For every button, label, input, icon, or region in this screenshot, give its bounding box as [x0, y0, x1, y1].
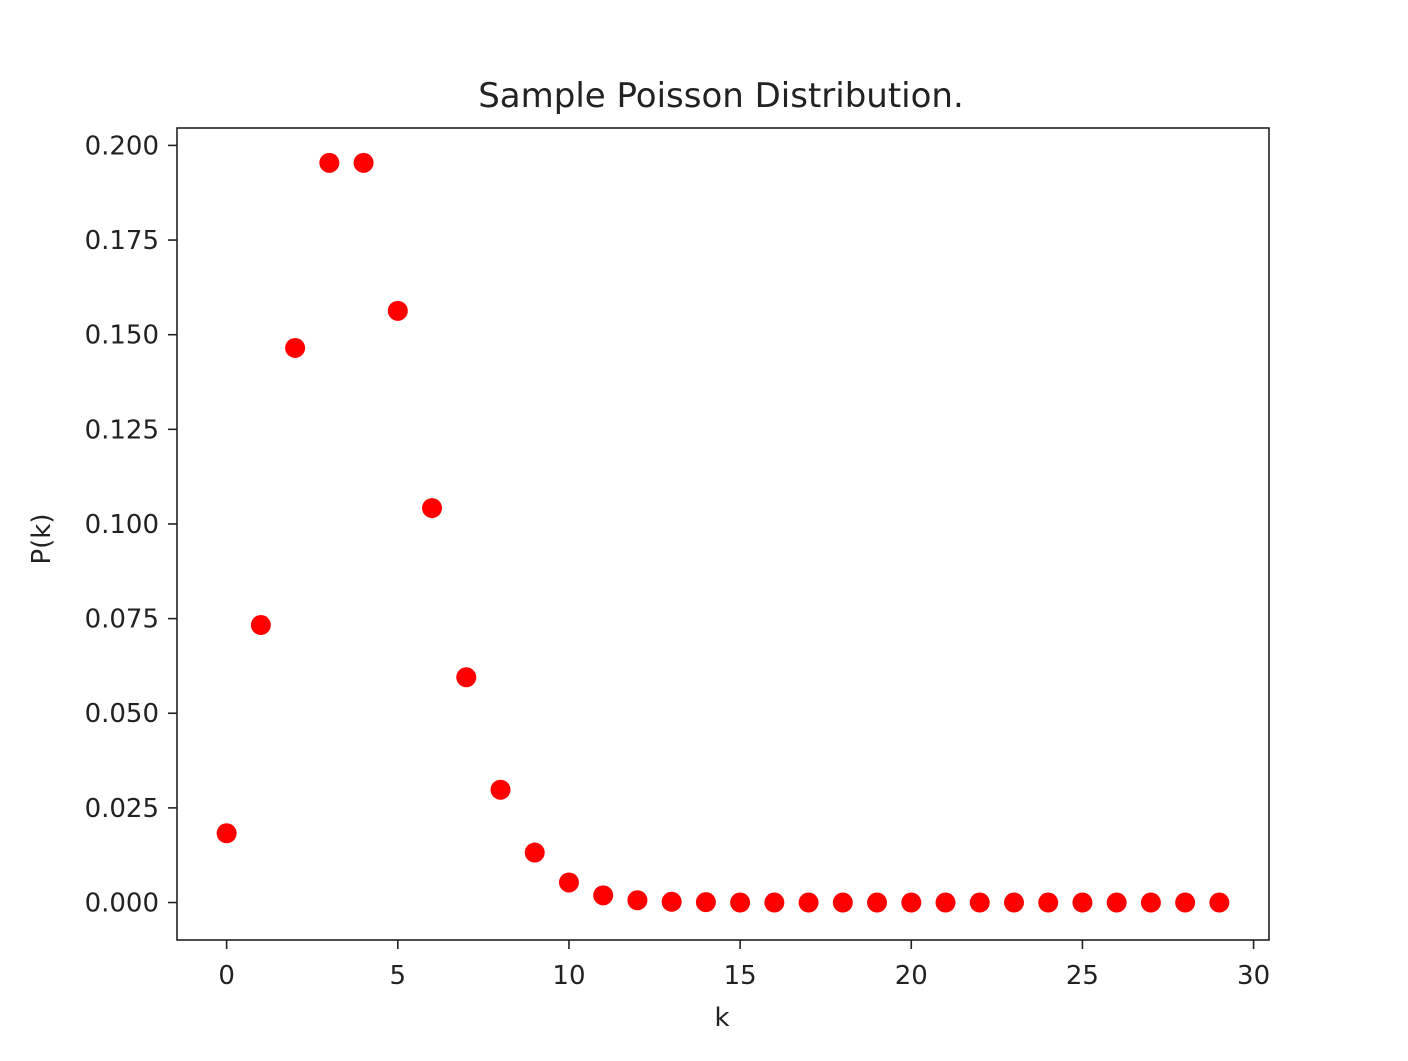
x-tick-label: 0	[218, 961, 235, 991]
data-point	[524, 842, 545, 863]
data-point	[490, 779, 511, 800]
data-point	[1072, 892, 1093, 913]
data-point	[250, 615, 271, 636]
data-point	[285, 337, 306, 358]
x-axis-title: k	[714, 1003, 729, 1033]
y-tick-label: 0.175	[85, 226, 159, 256]
data-point	[695, 892, 716, 913]
data-point	[1140, 892, 1161, 913]
x-tick-label: 30	[1237, 961, 1270, 991]
x-tick-label: 10	[552, 961, 585, 991]
y-tick-label: 0.200	[85, 131, 159, 161]
y-tick-label: 0.075	[85, 605, 159, 635]
data-point	[216, 823, 237, 844]
data-point	[798, 892, 819, 913]
data-point	[661, 891, 682, 912]
data-point	[353, 152, 374, 173]
y-tick-label: 0.100	[85, 510, 159, 540]
data-point	[319, 152, 340, 173]
y-tick-label: 0.125	[85, 415, 159, 445]
data-point	[456, 667, 477, 688]
y-tick-label: 0.000	[85, 889, 159, 919]
plot-area-frame	[176, 127, 1270, 941]
data-point	[969, 892, 990, 913]
data-point	[1003, 892, 1024, 913]
data-point	[935, 892, 956, 913]
x-tick-label: 15	[724, 961, 757, 991]
y-axis: 0.000 0.025 0.050 0.075 0.100 0.125 0.150 0.175…	[85, 131, 177, 919]
x-tick-label: 5	[390, 961, 407, 991]
x-tick-label: 20	[895, 961, 928, 991]
data-point	[867, 892, 888, 913]
data-point	[593, 885, 614, 906]
data-point	[387, 300, 408, 321]
y-tick-label: 0.025	[85, 794, 159, 824]
data-point	[558, 872, 579, 893]
data-point	[627, 890, 648, 911]
data-points	[216, 152, 1230, 913]
data-point	[901, 892, 922, 913]
chart-title: Sample Poisson Distribution.	[478, 76, 964, 116]
data-point	[1106, 892, 1127, 913]
y-tick-label: 0.050	[85, 699, 159, 729]
x-axis: 0 5 10 15 20 25 30	[218, 940, 1270, 991]
data-point	[422, 498, 443, 519]
data-point	[832, 892, 853, 913]
y-tick-label: 0.150	[85, 321, 159, 351]
data-point	[764, 892, 785, 913]
x-tick-label: 25	[1066, 961, 1099, 991]
data-point	[730, 892, 751, 913]
y-axis-title: P(k)	[27, 513, 57, 564]
data-point	[1038, 892, 1059, 913]
data-point	[1209, 892, 1230, 913]
data-point	[1175, 892, 1196, 913]
